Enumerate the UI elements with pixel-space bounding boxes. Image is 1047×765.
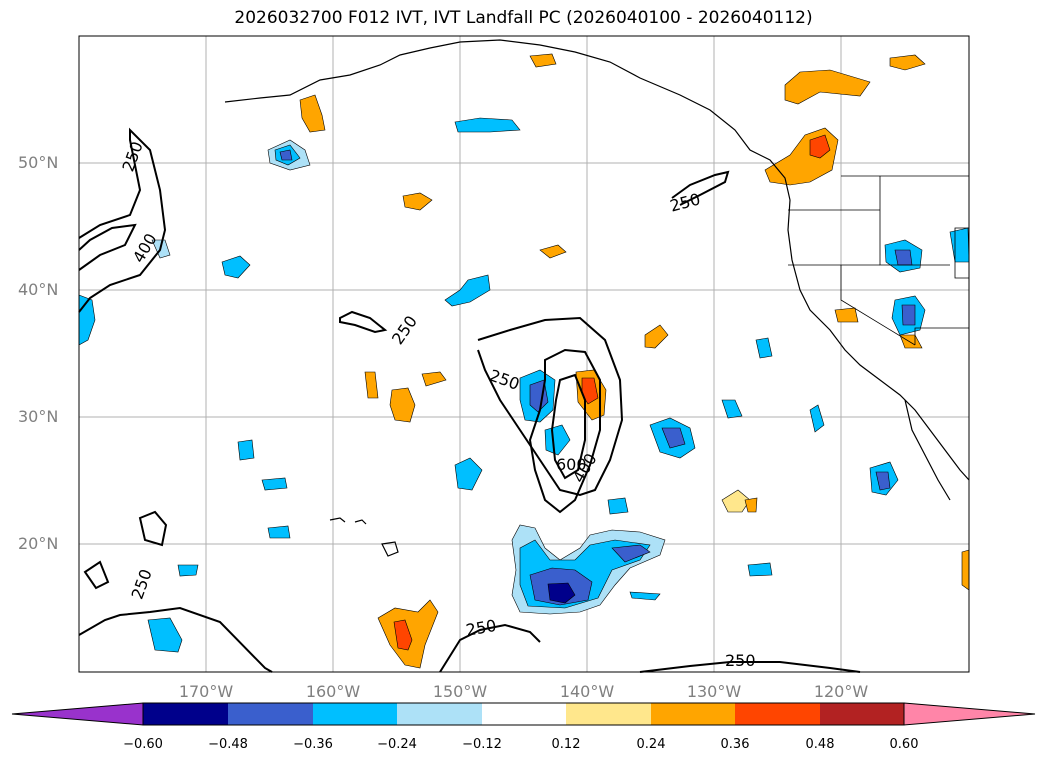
fill-patch — [364, 371, 379, 399]
lon-label: 130°W — [686, 682, 742, 701]
lat-label: 30°N — [18, 407, 59, 426]
colorbar-tick-label: −0.60 — [123, 737, 163, 752]
contour-line — [550, 373, 586, 480]
colorbar-swatch — [313, 703, 397, 725]
lat-label: 40°N — [18, 280, 59, 299]
fill-patch — [279, 149, 293, 161]
fill-patch — [261, 477, 288, 491]
fill-patch — [961, 549, 970, 591]
coastline-hawaii — [354, 519, 367, 525]
fill-patch — [755, 337, 773, 359]
colorbar-extend-max — [903, 702, 1036, 726]
colorbar-tick-label: 0.12 — [551, 737, 581, 752]
border-line — [914, 327, 969, 345]
fill-patch — [539, 244, 567, 259]
fill-patch — [721, 489, 751, 513]
colorbar-swatch — [482, 703, 566, 725]
contour-line — [639, 661, 861, 673]
fill-patch — [267, 525, 291, 539]
fill-patch — [444, 274, 491, 307]
fill-patch — [875, 471, 891, 491]
fill-patch — [834, 307, 859, 323]
border-line — [840, 265, 916, 346]
colorbar-swatch — [735, 703, 820, 725]
fill-patch — [237, 439, 255, 461]
coastline-hawaii — [381, 541, 399, 557]
fill-patch — [784, 69, 871, 105]
fill-patch — [747, 562, 773, 577]
colorbar-tick-label: −0.24 — [377, 737, 417, 752]
contour-line — [339, 310, 388, 334]
fill-patch — [393, 619, 413, 651]
fill-patch — [421, 371, 447, 387]
contour-line — [528, 348, 601, 514]
fill-patch — [721, 399, 743, 419]
ivt-contours — [78, 127, 861, 673]
lon-label: 140°W — [559, 682, 615, 701]
contour-line — [83, 560, 110, 590]
fill-patch — [529, 53, 557, 68]
fill-patch — [744, 497, 758, 513]
fill-patch — [177, 564, 199, 577]
colorbar-tick-label: −0.36 — [293, 737, 333, 752]
contour-line — [138, 510, 168, 547]
colorbar-tick-label: −0.12 — [462, 737, 502, 752]
contour-label: 600 — [556, 455, 587, 474]
fill-patch — [454, 117, 521, 133]
colorbar-tick-label: 0.60 — [889, 737, 919, 752]
pc-fill-patches — [78, 53, 970, 669]
contour-line — [78, 606, 273, 673]
fill-patch — [889, 54, 926, 71]
colorbar-swatch — [566, 703, 651, 725]
colorbar-swatch — [228, 703, 313, 725]
fill-patch — [221, 255, 251, 279]
fill-patch — [629, 591, 661, 601]
fill-patch — [611, 544, 651, 563]
fill-patch — [899, 334, 923, 349]
fill-patch — [901, 304, 916, 326]
coastline-north-america — [224, 39, 970, 481]
colorbar-extend-min — [11, 702, 144, 726]
fill-patch — [809, 134, 831, 159]
colorbar-swatch — [820, 703, 904, 725]
lat-label: 20°N — [18, 534, 59, 553]
coastlines — [224, 39, 970, 557]
lat-label: 50°N — [18, 153, 59, 172]
contour-line — [439, 623, 541, 673]
colorbar-swatch — [143, 703, 228, 725]
colorbar-tick-label: −0.48 — [208, 737, 248, 752]
lon-label: 120°W — [813, 682, 869, 701]
fill-patch — [894, 249, 913, 266]
map-frame — [78, 35, 970, 673]
fill-patch — [147, 617, 183, 653]
map-title: 2026032700 F012 IVT, IVT Landfall PC (20… — [234, 8, 813, 28]
lon-label: 150°W — [432, 682, 488, 701]
colorbar-tick-label: 0.48 — [805, 737, 835, 752]
contour-label: 250 — [725, 651, 756, 670]
fill-patch — [607, 497, 629, 515]
colorbar-swatch — [397, 703, 482, 725]
coastline-baja — [904, 399, 951, 501]
colorbar-tick-label: 0.24 — [636, 737, 666, 752]
fill-patch — [389, 387, 416, 423]
colorbar-swatch — [651, 703, 735, 725]
contour-line — [78, 127, 167, 313]
fill-patch — [809, 404, 825, 433]
fill-patch — [299, 94, 326, 133]
fill-patch — [402, 192, 433, 211]
contour-line — [671, 170, 730, 206]
contour-line — [78, 223, 137, 271]
coastline-hawaii — [329, 517, 346, 523]
fill-patch — [644, 324, 669, 349]
lon-label: 160°W — [305, 682, 361, 701]
fill-patch — [454, 457, 483, 491]
colorbar — [11, 702, 1036, 726]
colorbar-tick-label: 0.36 — [720, 737, 750, 752]
contour-line — [477, 316, 624, 497]
fill-patch — [547, 582, 576, 604]
fill-patch — [661, 427, 686, 449]
lon-label: 170°W — [178, 682, 234, 701]
